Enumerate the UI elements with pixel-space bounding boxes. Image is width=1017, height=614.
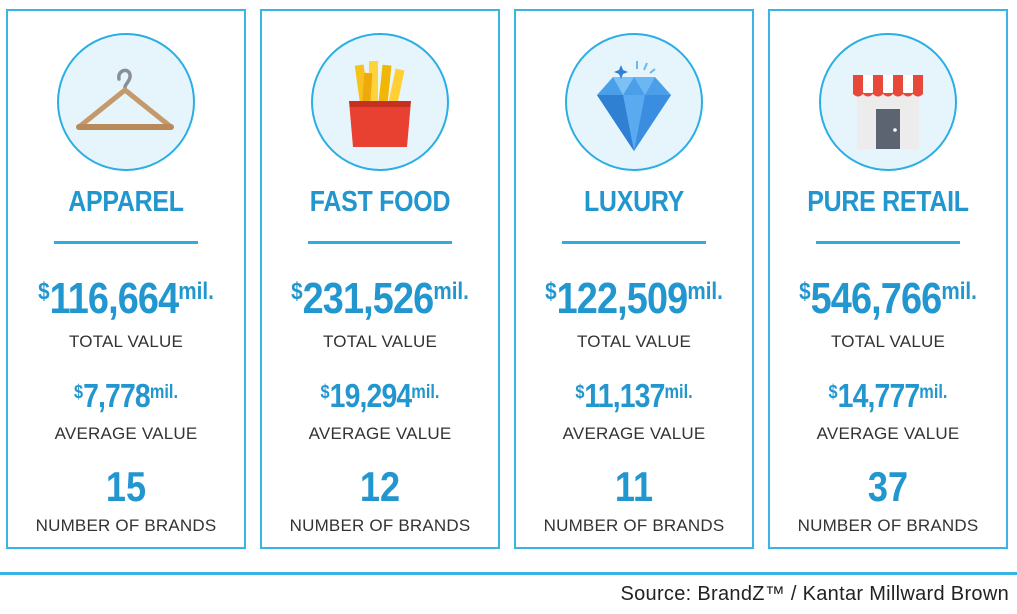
brand-count: 12 bbox=[359, 463, 401, 510]
category-title: APPAREL bbox=[68, 186, 184, 218]
category-cards: APPAREL $116,664mil. TOTAL VALUE $7,778m… bbox=[6, 9, 1011, 552]
brand-count-label: NUMBER OF BRANDS bbox=[289, 516, 471, 535]
average-value-label: AVERAGE VALUE bbox=[308, 424, 452, 443]
title-divider bbox=[816, 241, 960, 244]
card-pure-retail: PURE RETAIL $546,766mil. TOTAL VALUE $14… bbox=[768, 9, 1008, 549]
average-value: $14,777mil. bbox=[828, 377, 948, 414]
french-fries-icon bbox=[311, 33, 449, 171]
source-credit: Source: BrandZ™ / Kantar Millward Brown bbox=[620, 583, 1009, 605]
category-title: FAST FOOD bbox=[309, 186, 451, 218]
average-value: $7,778mil. bbox=[74, 377, 178, 414]
diamond-icon bbox=[565, 33, 703, 171]
storefront-icon bbox=[819, 33, 957, 171]
card-apparel: APPAREL $116,664mil. TOTAL VALUE $7,778m… bbox=[6, 9, 246, 549]
category-title: LUXURY bbox=[583, 186, 685, 218]
total-value: $546,766mil. bbox=[799, 274, 977, 323]
card-fast-food: FAST FOOD $231,526mil. TOTAL VALUE $19,2… bbox=[260, 9, 500, 549]
average-value-label: AVERAGE VALUE bbox=[54, 424, 198, 443]
card-luxury: LUXURY $122,509mil. TOTAL VALUE $11,137m… bbox=[514, 9, 754, 549]
total-value: $231,526mil. bbox=[291, 274, 469, 323]
footer-divider bbox=[0, 572, 1017, 575]
title-divider bbox=[308, 241, 452, 244]
average-value: $19,294mil. bbox=[320, 377, 440, 414]
brand-count: 15 bbox=[105, 463, 147, 510]
brand-count-label: NUMBER OF BRANDS bbox=[543, 516, 725, 535]
total-value-label: TOTAL VALUE bbox=[323, 332, 437, 351]
total-value-label: TOTAL VALUE bbox=[577, 332, 691, 351]
brand-count: 11 bbox=[614, 463, 654, 510]
title-divider bbox=[54, 241, 198, 244]
brand-count-label: NUMBER OF BRANDS bbox=[35, 516, 217, 535]
hanger-icon bbox=[57, 33, 195, 171]
average-value-label: AVERAGE VALUE bbox=[562, 424, 706, 443]
title-divider bbox=[562, 241, 706, 244]
category-title: PURE RETAIL bbox=[807, 186, 969, 218]
total-value: $122,509mil. bbox=[545, 274, 723, 323]
average-value: $11,137mil. bbox=[575, 377, 693, 414]
total-value-label: TOTAL VALUE bbox=[831, 332, 945, 351]
average-value-label: AVERAGE VALUE bbox=[816, 424, 960, 443]
total-value: $116,664mil. bbox=[38, 274, 214, 323]
brand-count: 37 bbox=[867, 463, 909, 510]
brand-count-label: NUMBER OF BRANDS bbox=[797, 516, 979, 535]
total-value-label: TOTAL VALUE bbox=[69, 332, 183, 351]
